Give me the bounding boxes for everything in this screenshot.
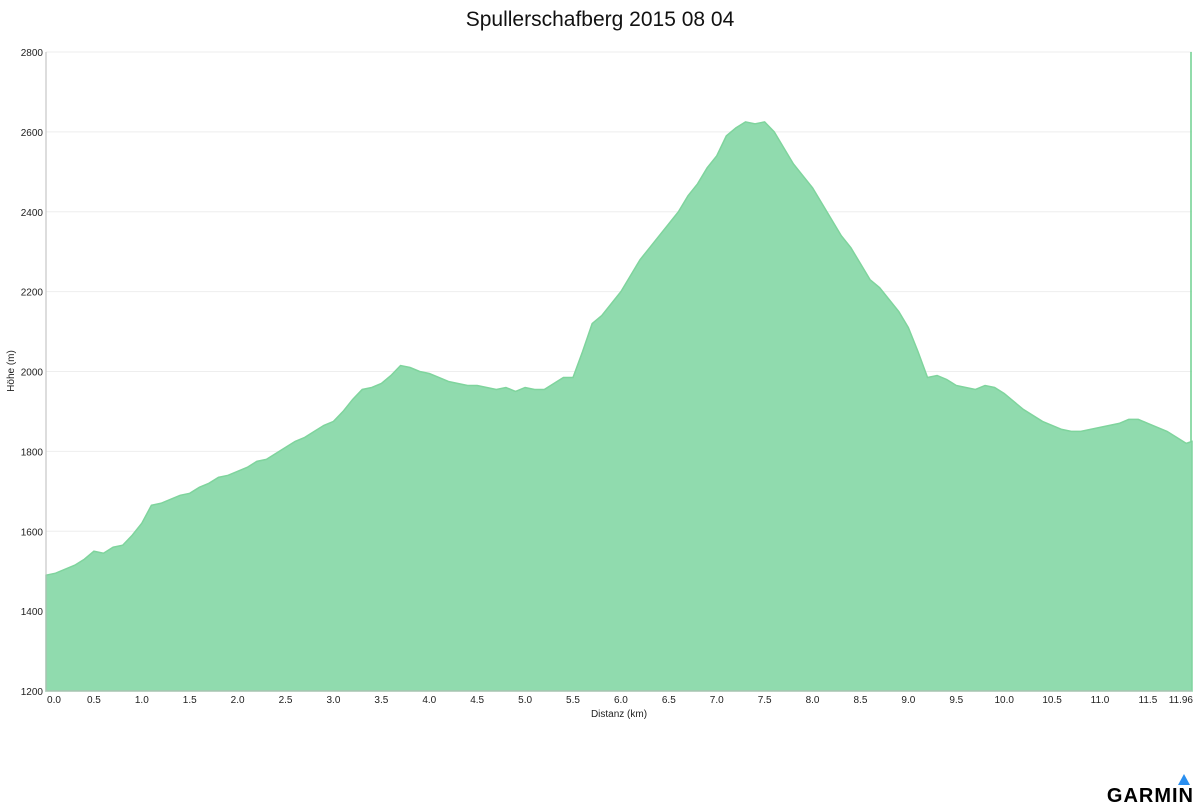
x-tick-label: 4.5 — [470, 695, 484, 706]
x-tick-label: 3.5 — [374, 695, 388, 706]
elevation-area — [45, 52, 1193, 692]
y-tick-label: 2000 — [21, 368, 44, 379]
x-tick-label: 1.0 — [135, 695, 149, 706]
x-tick-label: 6.5 — [662, 695, 676, 706]
x-tick-label: 5.0 — [518, 695, 532, 706]
chart-title: Spullerschafberg 2015 08 04 — [465, 8, 735, 31]
x-tick-label: 9.5 — [949, 695, 963, 706]
x-tick-label: 2.0 — [231, 695, 245, 706]
x-tick-label: 7.0 — [710, 695, 724, 706]
x-axis-ticks: 0.0 0.5 1.0 1.5 2.0 2.5 3.0 3.5 4.0 4.5 5.0 5.5 6.0 6… — [47, 695, 1193, 706]
x-tick-label: 10.0 — [994, 695, 1014, 706]
x-tick-label: 8.5 — [854, 695, 868, 706]
x-tick-label: 1.5 — [183, 695, 197, 706]
x-tick-label: 11.96 — [1169, 695, 1194, 706]
x-tick-label: 0.0 — [47, 695, 61, 706]
y-tick-label: 2400 — [21, 208, 44, 219]
y-tick-label: 2200 — [21, 288, 44, 299]
x-tick-label: 8.0 — [806, 695, 820, 706]
x-tick-label: 4.0 — [422, 695, 436, 706]
y-tick-label: 1600 — [21, 527, 44, 538]
x-tick-label: 3.0 — [327, 695, 341, 706]
x-tick-label: 11.5 — [1139, 695, 1158, 706]
garmin-logo: GARMIN — [1084, 774, 1194, 808]
x-tick-label: 2.5 — [279, 695, 293, 706]
y-tick-label: 1200 — [21, 687, 44, 698]
x-tick-label: 9.0 — [901, 695, 915, 706]
x-tick-label: 5.5 — [566, 695, 580, 706]
x-tick-label: 11.0 — [1091, 695, 1110, 706]
y-tick-label: 2600 — [21, 128, 44, 139]
axes — [45, 52, 1192, 692]
triangle-icon — [1178, 774, 1190, 785]
y-tick-label: 1400 — [21, 607, 44, 618]
y-axis-label: Höhe (m) — [6, 350, 17, 392]
elevation-series-area — [45, 121, 1193, 692]
x-axis-label: Distanz (km) — [591, 709, 647, 720]
y-axis-ticks: 1200 1400 1600 1800 2000 2200 2400 2600 2800 — [21, 48, 44, 698]
y-tick-label: 2800 — [21, 48, 44, 59]
y-tick-label: 1800 — [21, 447, 44, 458]
x-tick-label: 7.5 — [758, 695, 772, 706]
x-tick-label: 6.0 — [614, 695, 628, 706]
x-tick-label: 10.5 — [1042, 695, 1062, 706]
brand-logo-text: GARMIN — [1106, 785, 1194, 807]
x-tick-label: 0.5 — [87, 695, 101, 706]
